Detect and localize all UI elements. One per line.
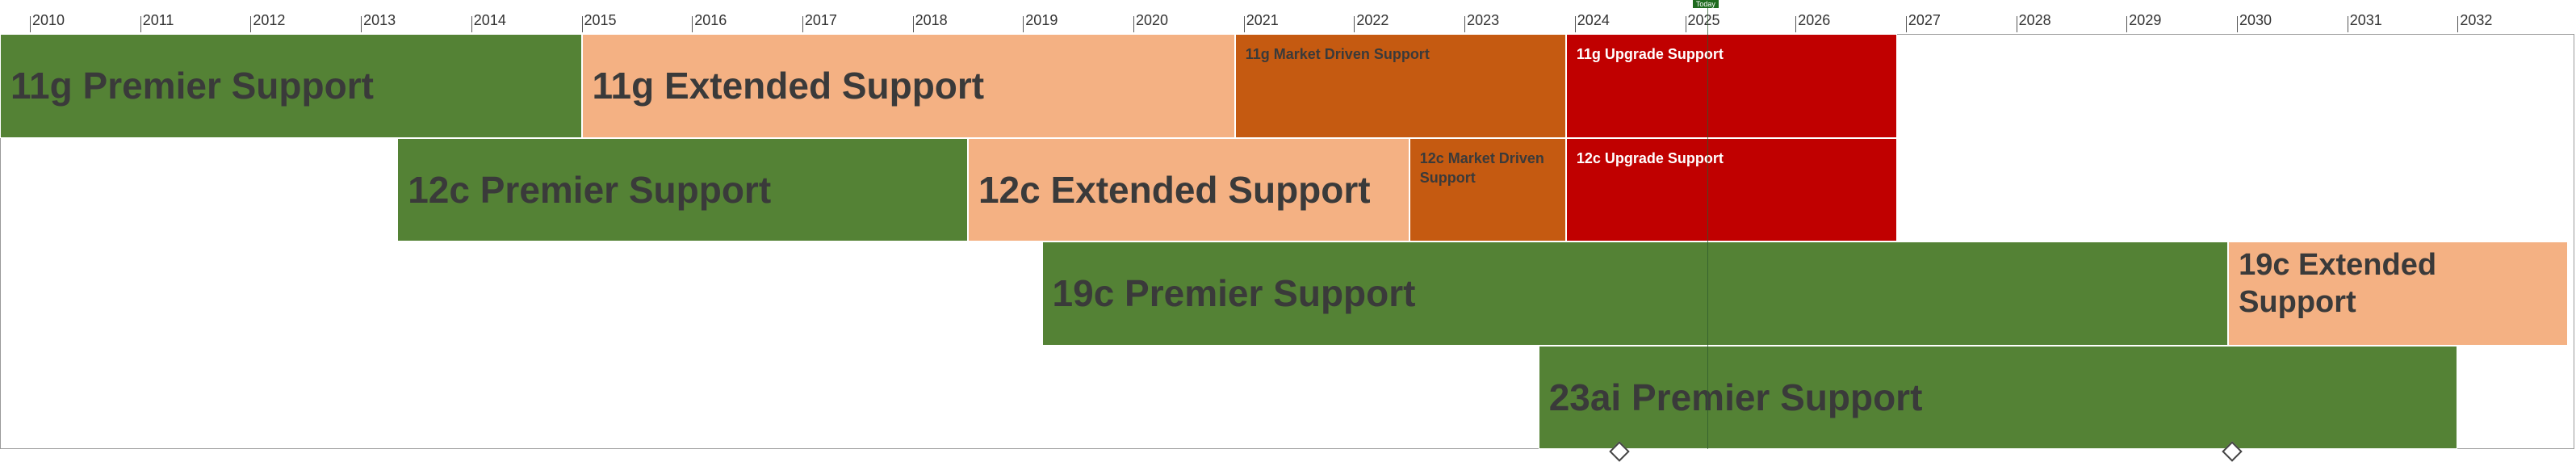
- timeline-bar: 11g Extended Support: [581, 34, 1235, 138]
- axis-tick-label: 2029: [2129, 12, 2162, 28]
- axis-tick-label: 2026: [1798, 12, 1831, 28]
- axis-tick-label: 2032: [2460, 12, 2493, 28]
- axis-tick: [1354, 16, 1355, 32]
- axis-tick-label: 2020: [1136, 12, 1169, 28]
- axis-tick: [2126, 16, 2128, 32]
- axis-tick-label: 2010: [32, 12, 65, 28]
- axis-tick-label: 2016: [694, 12, 727, 28]
- timeline-bar: 11g Market Driven Support: [1234, 34, 1566, 138]
- axis-tick-label: 2023: [1467, 12, 1500, 28]
- axis-tick-label: 2012: [253, 12, 286, 28]
- axis-tick-label: 2024: [1577, 12, 1610, 28]
- timeline-bar: 12c Market Driven Support: [1409, 137, 1566, 242]
- timeline-bar: 12c Premier Support: [397, 137, 968, 242]
- timeline-bar: 12c Upgrade Support: [1565, 137, 1897, 242]
- timeline-bar-label: 19c Premier Support: [1052, 272, 1416, 314]
- timeline-bar-label: 12c Market Driven Support: [1419, 149, 1544, 186]
- axis-tick-label: 2014: [473, 12, 506, 28]
- timeline-bar-label: 23ai Premier Support: [1548, 376, 1923, 418]
- axis-tick: [2457, 16, 2459, 32]
- timeline-bar-label: 11g Premier Support: [10, 65, 374, 107]
- timeline-bar: 12c Extended Support: [967, 137, 1409, 242]
- axis-tick: [692, 16, 693, 32]
- axis-tick-label: 2013: [363, 12, 396, 28]
- timeline-bar-label: 12c Upgrade Support: [1576, 149, 1724, 166]
- timeline-bar: 19c Premier Support: [1041, 242, 2229, 346]
- timeline-bar: 11g Premier Support: [0, 34, 582, 138]
- axis-tick: [30, 16, 31, 32]
- axis-tick-label: 2027: [1908, 12, 1941, 28]
- axis-tick: [471, 16, 472, 32]
- axis-tick: [250, 16, 252, 32]
- axis-tick-label: 2030: [2239, 12, 2272, 28]
- axis-tick: [2237, 16, 2238, 32]
- timeline-bar: 23ai Premier Support: [1538, 345, 2458, 449]
- timeline-bar-label: 12c Extended Support: [978, 168, 1371, 211]
- axis-tick-label: 2018: [915, 12, 948, 28]
- axis-tick: [1795, 16, 1797, 32]
- axis-tick: [581, 16, 583, 32]
- axis-tick-label: 2019: [1025, 12, 1058, 28]
- timeline-bar-label: 19c Extended Support: [2239, 248, 2437, 319]
- axis-tick-label: 2017: [804, 12, 837, 28]
- today-line: [1707, 3, 1708, 449]
- timeline-bar: 11g Upgrade Support: [1565, 34, 1897, 138]
- axis-tick: [1905, 16, 1907, 32]
- axis-tick: [140, 16, 141, 32]
- axis-tick-label: 2028: [2018, 12, 2051, 28]
- axis-tick: [1133, 16, 1134, 32]
- timeline-bar-label: 11g Extended Support: [592, 65, 985, 107]
- axis-tick-label: 2021: [1246, 12, 1279, 28]
- axis-tick: [802, 16, 803, 32]
- axis-tick: [1243, 16, 1245, 32]
- timeline-bar-label: 11g Market Driven Support: [1245, 46, 1430, 62]
- axis-tick: [1574, 16, 1576, 32]
- axis-tick: [361, 16, 362, 32]
- axis-tick-label: 2015: [584, 12, 617, 28]
- year-axis: 2010 2011 2012 2013 2014 2015 2016 2017 2018 2019…: [0, 0, 2576, 34]
- axis-tick: [912, 16, 914, 32]
- timeline-bar: 19c Extended Support: [2228, 242, 2569, 346]
- timeline-bar-label: 12c Premier Support: [408, 168, 772, 211]
- axis-tick-label: 2011: [142, 12, 174, 28]
- today-flag: Today: [1692, 0, 1719, 8]
- axis-tick-label: 2022: [1356, 12, 1389, 28]
- axis-tick: [1023, 16, 1024, 32]
- axis-tick: [1464, 16, 1466, 32]
- timeline-bar-label: 11g Upgrade Support: [1576, 46, 1724, 62]
- axis-tick-label: 2031: [2349, 12, 2382, 28]
- axis-tick-label: 2025: [1687, 12, 1720, 28]
